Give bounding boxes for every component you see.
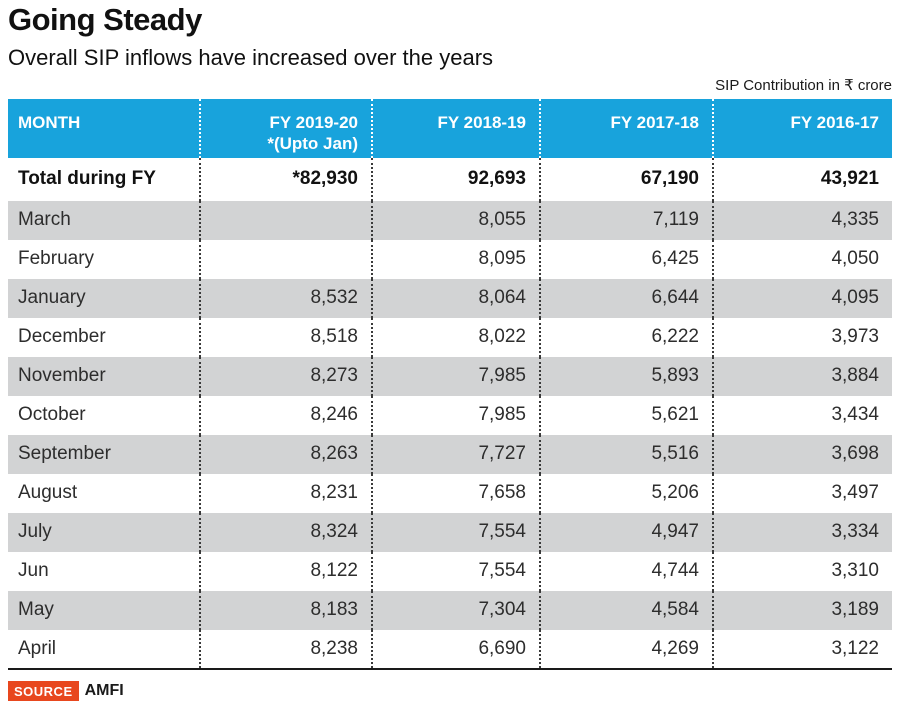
total-row-label: Total during FY: [8, 157, 200, 201]
value-cell: 8,231: [199, 473, 372, 513]
table-row: September 8,263 7,727 5,516 3,698: [8, 434, 892, 474]
value-cell: 8,238: [199, 629, 372, 669]
source-line: SOURCE AMFI: [8, 680, 892, 701]
table-header-row: MONTH FY 2019-20 *(Upto Jan) FY 2018-19 …: [8, 98, 892, 158]
table-row: February 8,095 6,425 4,050: [8, 239, 892, 279]
value-cell: [199, 200, 372, 240]
table-row: December 8,518 8,022 6,222 3,973: [8, 317, 892, 357]
month-cell: January: [8, 278, 200, 318]
value-cell: 8,064: [371, 278, 540, 318]
total-row: Total during FY *82,930 92,693 67,190 43…: [8, 157, 892, 201]
month-cell: August: [8, 473, 200, 513]
table-row: October 8,246 7,985 5,621 3,434: [8, 395, 892, 435]
month-cell: November: [8, 356, 200, 396]
value-cell: 7,119: [539, 200, 713, 240]
value-cell: 7,304: [371, 590, 540, 630]
value-cell: 5,893: [539, 356, 713, 396]
value-cell: 8,122: [199, 551, 372, 591]
value-cell: 8,324: [199, 512, 372, 552]
table-row: April 8,238 6,690 4,269 3,122: [8, 629, 892, 669]
value-cell: 3,189: [712, 590, 892, 630]
value-cell: 8,246: [199, 395, 372, 435]
value-cell: 7,985: [371, 395, 540, 435]
value-cell: 8,095: [371, 239, 540, 279]
value-cell: 7,554: [371, 512, 540, 552]
total-value-fy2016-17: 43,921: [712, 157, 892, 201]
value-cell: 8,273: [199, 356, 372, 396]
value-cell: 3,334: [712, 512, 892, 552]
value-cell: 6,644: [539, 278, 713, 318]
value-cell: 8,263: [199, 434, 372, 474]
value-cell: 8,183: [199, 590, 372, 630]
value-cell: 8,022: [371, 317, 540, 357]
value-cell: 8,532: [199, 278, 372, 318]
value-cell: 7,658: [371, 473, 540, 513]
value-cell: 7,554: [371, 551, 540, 591]
value-cell: 3,310: [712, 551, 892, 591]
table-row: Jun 8,122 7,554 4,744 3,310: [8, 551, 892, 591]
column-header-fy2018-19: FY 2018-19: [371, 98, 540, 158]
value-cell: 7,985: [371, 356, 540, 396]
value-cell: 3,698: [712, 434, 892, 474]
page-subtitle: Overall SIP inflows have increased over …: [8, 44, 494, 70]
page-title: Going Steady: [8, 2, 202, 37]
value-cell: 7,727: [371, 434, 540, 474]
month-cell: September: [8, 434, 200, 474]
value-cell: 4,050: [712, 239, 892, 279]
month-cell: May: [8, 590, 200, 630]
value-cell: 4,584: [539, 590, 713, 630]
table-row: November 8,273 7,985 5,893 3,884: [8, 356, 892, 396]
value-cell: 4,335: [712, 200, 892, 240]
month-cell: February: [8, 239, 200, 279]
month-cell: Jun: [8, 551, 200, 591]
value-cell: 6,222: [539, 317, 713, 357]
value-cell: 6,690: [371, 629, 540, 669]
table-row: March 8,055 7,119 4,335: [8, 200, 892, 240]
table-row: January 8,532 8,064 6,644 4,095: [8, 278, 892, 318]
column-header-fy2019-20-label: FY 2019-20: [269, 112, 358, 132]
value-cell: 5,206: [539, 473, 713, 513]
column-header-fy2016-17: FY 2016-17: [712, 98, 892, 158]
table-row: May 8,183 7,304 4,584 3,189: [8, 590, 892, 630]
value-cell: 4,947: [539, 512, 713, 552]
total-value-fy2019-20: *82,930: [199, 157, 372, 201]
month-cell: March: [8, 200, 200, 240]
value-cell: 8,518: [199, 317, 372, 357]
table-row: August 8,231 7,658 5,206 3,497: [8, 473, 892, 513]
column-header-fy2019-20: FY 2019-20 *(Upto Jan): [199, 98, 372, 158]
value-cell: 4,269: [539, 629, 713, 669]
value-cell: 4,744: [539, 551, 713, 591]
month-cell: July: [8, 512, 200, 552]
value-cell: 3,122: [712, 629, 892, 669]
source-badge: SOURCE: [8, 680, 79, 701]
month-cell: October: [8, 395, 200, 435]
month-cell: April: [8, 629, 200, 669]
value-cell: 4,095: [712, 278, 892, 318]
value-cell: 5,516: [539, 434, 713, 474]
total-value-fy2018-19: 92,693: [371, 157, 540, 201]
unit-note: SIP Contribution in ₹ crore: [715, 76, 892, 94]
column-header-month: MONTH: [8, 98, 200, 158]
sip-inflows-table: MONTH FY 2019-20 *(Upto Jan) FY 2018-19 …: [8, 98, 892, 670]
value-cell: 3,434: [712, 395, 892, 435]
table-row: July 8,324 7,554 4,947 3,334: [8, 512, 892, 552]
value-cell: 5,621: [539, 395, 713, 435]
column-header-fy2019-20-subnote: *(Upto Jan): [267, 134, 358, 154]
month-cell: December: [8, 317, 200, 357]
table-header: MONTH FY 2019-20 *(Upto Jan) FY 2018-19 …: [8, 98, 892, 158]
total-value-fy2017-18: 67,190: [539, 157, 713, 201]
value-cell: 8,055: [371, 200, 540, 240]
value-cell: 3,973: [712, 317, 892, 357]
column-header-fy2017-18: FY 2017-18: [539, 98, 713, 158]
value-cell: 3,884: [712, 356, 892, 396]
value-cell: 6,425: [539, 239, 713, 279]
value-cell: [199, 239, 372, 279]
value-cell: 3,497: [712, 473, 892, 513]
source-name: AMFI: [84, 681, 124, 699]
